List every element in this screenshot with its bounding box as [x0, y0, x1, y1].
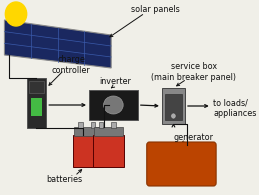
Text: solar panels: solar panels — [131, 5, 180, 14]
FancyBboxPatch shape — [162, 88, 185, 124]
FancyBboxPatch shape — [29, 81, 44, 93]
Text: to loads/
appliances: to loads/ appliances — [213, 98, 257, 118]
FancyBboxPatch shape — [164, 94, 182, 120]
Circle shape — [5, 2, 27, 26]
FancyBboxPatch shape — [78, 122, 83, 128]
Text: inverter: inverter — [100, 77, 132, 87]
Polygon shape — [4, 20, 111, 68]
FancyBboxPatch shape — [99, 122, 103, 128]
FancyBboxPatch shape — [89, 90, 138, 120]
FancyBboxPatch shape — [73, 135, 103, 167]
Text: charge
controller: charge controller — [52, 55, 91, 75]
Text: batteries: batteries — [46, 176, 82, 184]
FancyBboxPatch shape — [147, 142, 216, 186]
FancyBboxPatch shape — [27, 78, 46, 128]
FancyBboxPatch shape — [31, 98, 42, 116]
Text: service box
(main breaker panel): service box (main breaker panel) — [151, 62, 236, 82]
Text: generator: generator — [174, 134, 214, 143]
Circle shape — [171, 113, 176, 119]
FancyBboxPatch shape — [93, 135, 124, 167]
Ellipse shape — [104, 96, 123, 114]
FancyBboxPatch shape — [111, 122, 116, 128]
FancyBboxPatch shape — [74, 127, 102, 136]
FancyBboxPatch shape — [94, 127, 123, 136]
FancyBboxPatch shape — [91, 122, 95, 128]
